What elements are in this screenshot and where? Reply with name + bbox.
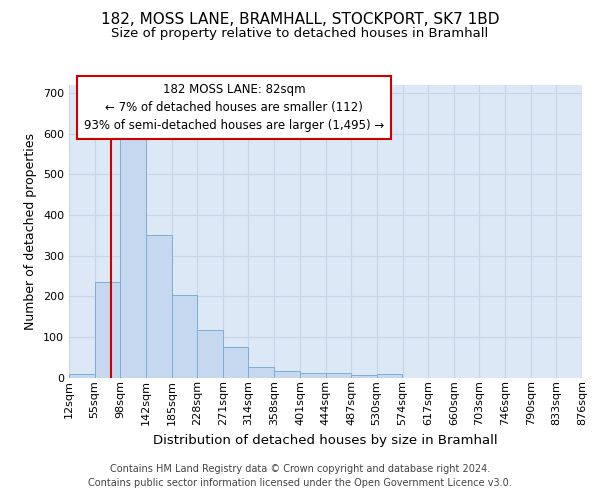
Bar bbox=[325, 374, 351, 378]
Bar bbox=[300, 374, 325, 378]
Bar bbox=[95, 282, 120, 378]
Bar bbox=[197, 330, 223, 378]
Text: Size of property relative to detached houses in Bramhall: Size of property relative to detached ho… bbox=[112, 28, 488, 40]
Text: 182 MOSS LANE: 82sqm
← 7% of detached houses are smaller (112)
93% of semi-detac: 182 MOSS LANE: 82sqm ← 7% of detached ho… bbox=[84, 83, 384, 132]
Y-axis label: Number of detached properties: Number of detached properties bbox=[25, 132, 37, 330]
Bar bbox=[172, 295, 197, 378]
Bar bbox=[248, 366, 274, 378]
Bar bbox=[377, 374, 402, 378]
Bar bbox=[146, 236, 172, 378]
Bar bbox=[351, 376, 377, 378]
Text: 182, MOSS LANE, BRAMHALL, STOCKPORT, SK7 1BD: 182, MOSS LANE, BRAMHALL, STOCKPORT, SK7… bbox=[101, 12, 499, 28]
Text: Contains HM Land Registry data © Crown copyright and database right 2024.
Contai: Contains HM Land Registry data © Crown c… bbox=[88, 464, 512, 487]
Bar bbox=[120, 138, 146, 378]
Bar bbox=[69, 374, 95, 378]
Bar bbox=[274, 372, 300, 378]
X-axis label: Distribution of detached houses by size in Bramhall: Distribution of detached houses by size … bbox=[153, 434, 498, 446]
Bar bbox=[223, 347, 248, 378]
